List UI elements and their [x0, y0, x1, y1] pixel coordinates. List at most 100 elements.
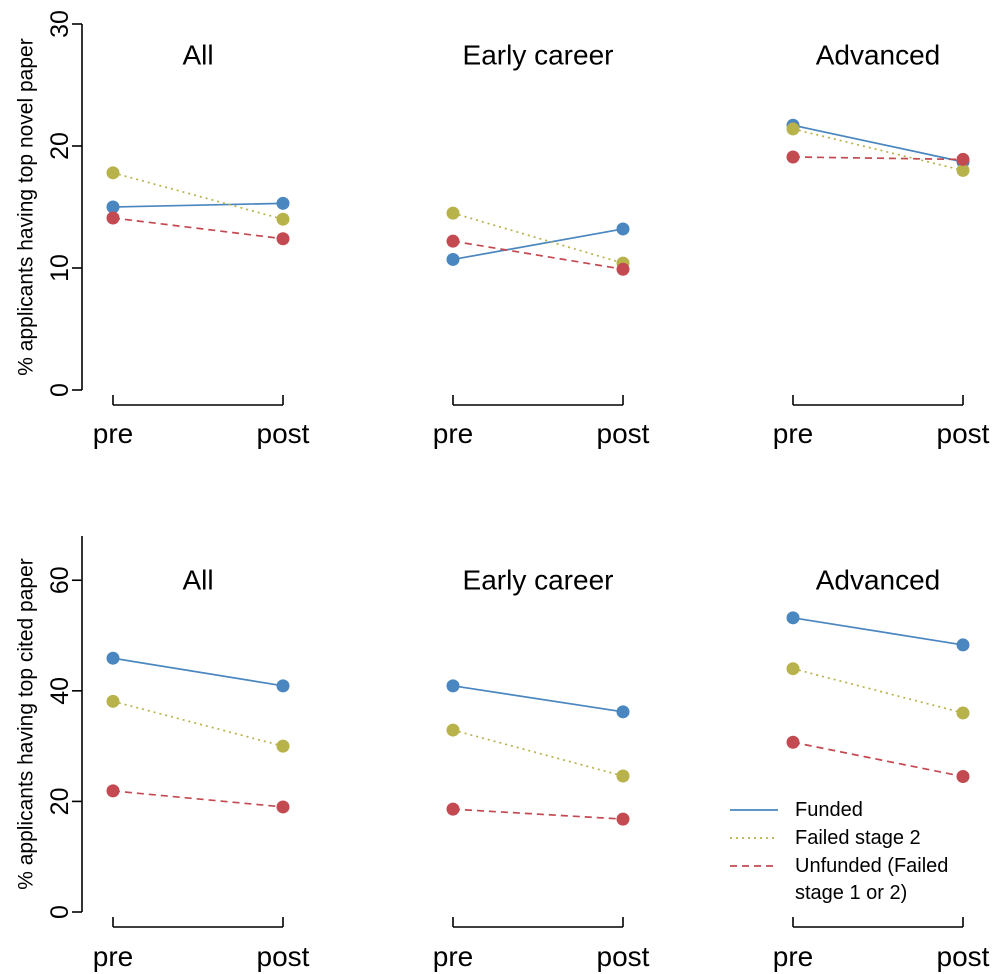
x-tick-label: pre	[93, 418, 133, 449]
panel-title: Advanced	[816, 40, 941, 71]
panel-title: Advanced	[816, 565, 941, 596]
panel-advanced: Advanced pre post	[773, 565, 990, 973]
data-point-funded-pre	[106, 651, 120, 665]
data-point-funded-pre	[446, 679, 460, 693]
series-failed2	[786, 662, 970, 720]
x-tick-label: post	[257, 941, 310, 972]
series-unfunded	[446, 234, 630, 276]
data-point-unfunded-post	[276, 232, 290, 246]
data-point-failed2-post	[956, 163, 970, 177]
x-tick-label: post	[597, 418, 650, 449]
y-axis-label: % applicants having top cited paper	[15, 558, 38, 890]
series-unfunded	[786, 150, 970, 166]
x-tick-label: post	[257, 418, 310, 449]
data-point-unfunded-post	[956, 152, 970, 166]
x-tick-label: pre	[773, 941, 813, 972]
data-point-funded-post	[276, 196, 290, 210]
x-tick-label: post	[937, 941, 990, 972]
series-line-funded	[452, 685, 624, 713]
legend-item-unfunded: Unfunded (Failed stage 1 or 2)	[730, 855, 948, 904]
series-unfunded	[446, 802, 630, 826]
y-tick-label: 60	[46, 566, 74, 594]
series-line-failed2	[792, 128, 964, 172]
series-funded	[446, 679, 630, 719]
series-line-funded	[452, 228, 624, 261]
data-point-failed2-post	[616, 769, 630, 783]
data-point-funded-post	[276, 679, 290, 693]
series-line-funded	[112, 202, 284, 208]
series-unfunded	[106, 211, 290, 246]
data-point-failed2-pre	[786, 662, 800, 676]
series-line-failed2	[112, 172, 284, 221]
x-tick-label: post	[597, 941, 650, 972]
panel-all: All pre post	[93, 565, 310, 973]
series-line-failed2	[112, 700, 284, 747]
y-tick-label: 0	[46, 383, 74, 397]
data-point-unfunded-post	[276, 800, 290, 814]
series-unfunded	[106, 784, 290, 814]
legend: Funded Failed stage 2 Unfunded (Failed stag…	[730, 799, 948, 904]
data-point-failed2-pre	[446, 723, 460, 737]
legend-item-failed2: Failed stage 2	[730, 827, 921, 849]
data-point-unfunded-pre	[106, 784, 120, 798]
series-line-unfunded	[452, 808, 624, 820]
data-point-funded-post	[616, 222, 630, 236]
series-line-funded	[792, 124, 964, 163]
series-failed2	[786, 122, 970, 177]
series-line-funded	[112, 657, 284, 687]
data-point-unfunded-post	[616, 812, 630, 826]
legend-label: stage 1 or 2)	[795, 882, 907, 904]
series-funded	[446, 222, 630, 266]
legend-label: Failed stage 2	[795, 827, 921, 849]
y-tick-label: 30	[46, 10, 74, 38]
legend-item-funded: Funded	[730, 799, 863, 821]
x-tick-label: pre	[433, 941, 473, 972]
data-point-failed2-post	[956, 706, 970, 720]
panel-early-career: Early career pre post	[433, 565, 650, 973]
data-point-unfunded-pre	[446, 802, 460, 816]
panel-title: Early career	[463, 565, 614, 596]
y-tick-label: 0	[46, 905, 74, 919]
data-point-funded-pre	[446, 252, 460, 266]
panel-title: All	[182, 40, 213, 71]
series-line-unfunded	[792, 156, 964, 161]
data-point-failed2-post	[276, 739, 290, 753]
y-axis: 0 10 20 30	[46, 10, 83, 397]
data-point-funded-post	[956, 638, 970, 652]
chart-row-1: 0 10 20 30 % applicants having top novel pap…	[15, 10, 990, 449]
panel-title: All	[182, 565, 213, 596]
series-funded	[106, 651, 290, 693]
data-point-unfunded-pre	[106, 211, 120, 225]
series-funded	[786, 118, 970, 169]
y-tick-label: 40	[46, 677, 74, 705]
data-point-failed2-pre	[446, 206, 460, 220]
x-tick-label: pre	[93, 941, 133, 972]
data-point-unfunded-post	[616, 262, 630, 276]
x-tick-label: post	[937, 418, 990, 449]
data-point-failed2-pre	[786, 122, 800, 136]
series-failed2	[106, 166, 290, 226]
data-point-funded-pre	[106, 200, 120, 214]
data-point-unfunded-post	[956, 770, 970, 784]
y-axis-label: % applicants having top novel paper	[15, 38, 38, 375]
y-tick-label: 20	[46, 788, 74, 816]
panel-advanced: Advanced pre post	[773, 40, 990, 450]
data-point-unfunded-pre	[786, 150, 800, 164]
series-failed2	[106, 694, 290, 753]
series-funded	[106, 196, 290, 214]
data-point-funded-pre	[786, 611, 800, 625]
series-funded	[786, 611, 970, 652]
panel-all: All pre post	[93, 40, 310, 450]
series-line-unfunded	[452, 240, 624, 271]
data-point-funded-post	[616, 705, 630, 719]
series-failed2	[446, 206, 630, 270]
data-point-failed2-post	[276, 212, 290, 226]
data-point-unfunded-pre	[446, 234, 460, 248]
data-point-failed2-pre	[106, 694, 120, 708]
series-line-failed2	[452, 729, 624, 777]
series-failed2	[446, 723, 630, 783]
series-line-funded	[792, 616, 964, 646]
series-unfunded	[786, 735, 970, 784]
series-line-unfunded	[792, 741, 964, 778]
